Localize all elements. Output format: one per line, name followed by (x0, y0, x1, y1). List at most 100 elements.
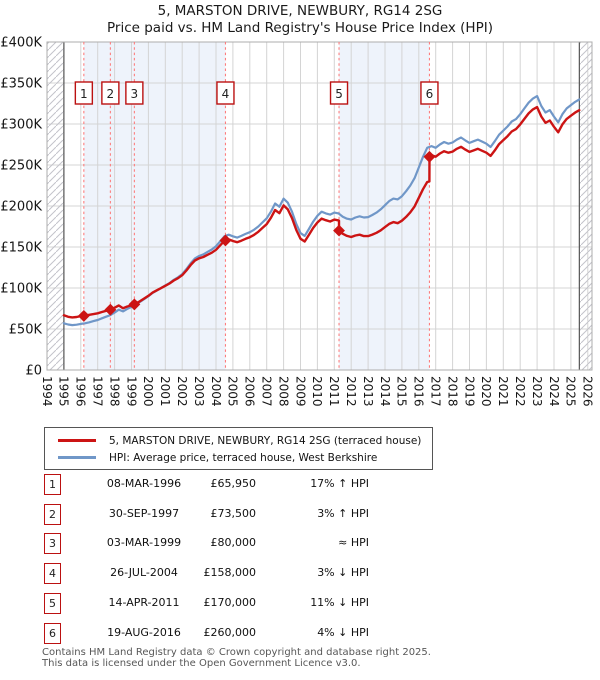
x-axis-label: 2016 (412, 376, 426, 407)
sale-date: 19-AUG-2016 (107, 625, 181, 639)
sale-price: £158,000 (203, 566, 257, 580)
sale-number: 1 (80, 87, 88, 101)
price-chart: 1 2 3 4 5 6 £0 £50K £100K £150K £200K £250K £300K £35… (0, 36, 595, 407)
plot-border (46, 41, 593, 371)
x-axis-label: 2017 (429, 376, 443, 407)
sale-price: £65,950 (210, 477, 257, 490)
sale-number-box (420, 81, 439, 105)
x-axis-label: 2005 (226, 376, 240, 407)
x-axis-label: 2009 (293, 376, 307, 407)
row-number-badge: 5 (44, 592, 61, 614)
no-data-hatch (47, 42, 64, 370)
sale-number-box (329, 81, 349, 105)
x-axis-label: 2026 (581, 376, 595, 407)
row-number-badge: 6 (44, 622, 61, 644)
sale-price: £80,000 (210, 536, 257, 550)
y-axis-label: £400K (0, 36, 42, 51)
x-axis-label: 2020 (479, 376, 493, 407)
x-axis-label: 1995 (57, 376, 71, 407)
sale-number: 3 (131, 87, 139, 101)
row-number-badge: 2 (44, 503, 61, 525)
x-axis-label: 2023 (530, 376, 544, 407)
table-row: 1 08-MAR-1996 £65,950 17% ↑ HPI (44, 474, 384, 498)
row-number-badge: 1 (44, 474, 61, 495)
sale-date: 14-APR-2011 (108, 595, 180, 609)
legend-label: HPI: Average price, terraced house, West… (109, 451, 378, 464)
x-axis-label: 2018 (445, 376, 459, 407)
footer-line1: Contains HM Land Registry data © Crown c… (42, 647, 431, 658)
x-axis-label: 1994 (40, 376, 54, 407)
x-axis-label: 2004 (209, 376, 223, 407)
x-axis-label: 1997 (90, 376, 104, 407)
x-axis-label: 2006 (243, 376, 257, 407)
sale-marker (104, 303, 117, 316)
x-axis-label: 2013 (361, 376, 375, 407)
y-axis-label: £200K (0, 200, 42, 215)
sale-date: 08-MAR-1996 (106, 477, 182, 490)
y-axis-label: £0 (25, 364, 42, 379)
x-axis-label: 1998 (107, 376, 121, 407)
table-row: 5 14-APR-2011 £170,000 11% ↓ HPI (44, 592, 384, 617)
sale-date: 03-MAR-1999 (106, 536, 182, 550)
sale-number: 6 (426, 87, 434, 101)
x-axis-label: 2015 (395, 376, 409, 407)
y-axis-label: £300K (0, 118, 42, 133)
table-row: 2 30-SEP-1997 £73,500 3% ↑ HPI (44, 503, 384, 528)
table-row: 4 26-JUL-2004 £158,000 3% ↓ HPI (44, 563, 384, 587)
x-axis-label: 2021 (496, 376, 510, 407)
no-data-hatch (579, 42, 593, 370)
table-row: 6 19-AUG-2016 £260,000 4% ↓ HPI (44, 622, 384, 647)
sale-price: £260,000 (203, 625, 257, 639)
legend-item-hpi: HPI: Average price, terraced house, West… (45, 449, 432, 466)
legend-box: 5, MARSTON DRIVE, NEWBURY, RG14 2SG (ter… (44, 427, 433, 470)
y-axis-label: £250K (0, 159, 42, 174)
sale-number-box (216, 81, 235, 105)
row-number-badge: 4 (44, 563, 61, 585)
legend-line-swatch (58, 456, 96, 459)
x-axis-label: 1999 (124, 376, 138, 407)
y-axis-label: £150K (0, 241, 42, 256)
sale-price: £170,000 (203, 595, 257, 609)
footer-line2: This data is licensed under the Open Gov… (42, 657, 361, 669)
sale-number: 2 (107, 87, 115, 101)
y-axis-label: £100K (0, 282, 42, 297)
sale-number-box (74, 81, 94, 105)
hpi-comparison: 4% ↓ HPI (317, 625, 369, 639)
sale-date: 26-JUL-2004 (110, 566, 178, 580)
x-axis-label: 2022 (513, 376, 527, 407)
x-axis-label: 1996 (74, 376, 88, 407)
x-axis-label: 2003 (192, 376, 206, 407)
row-number-badge: 3 (44, 533, 61, 555)
table-row: 3 03-MAR-1999 £80,000 ≈ HPI (44, 533, 384, 557)
sale-number-box (125, 81, 144, 105)
page-title: 5, MARSTON DRIVE, NEWBURY, RG14 2SG (157, 3, 443, 19)
hpi-comparison: 11% ↓ HPI (310, 595, 369, 609)
x-axis-label: 2008 (276, 376, 290, 407)
y-axis-label: £350K (0, 77, 42, 92)
sale-price: £73,500 (210, 506, 257, 520)
x-axis-label: 2010 (310, 376, 324, 407)
x-axis-label: 2024 (547, 376, 561, 407)
x-axis-label: 2012 (344, 376, 358, 407)
legend-line-swatch (58, 439, 96, 442)
y-axis-label: £50K (9, 323, 43, 338)
hpi-comparison: 17% ↑ HPI (310, 477, 369, 490)
x-axis-label: 2000 (141, 376, 155, 407)
x-axis-label: 2007 (260, 376, 274, 407)
sale-number: 4 (222, 87, 230, 101)
hpi-comparison: 3% ↑ HPI (317, 506, 369, 520)
x-axis-label: 2019 (462, 376, 476, 407)
footer: Contains HM Land Registry data © Crown c… (42, 647, 431, 669)
legend-label: 5, MARSTON DRIVE, NEWBURY, RG14 2SG (ter… (109, 434, 422, 447)
x-axis-label: 2014 (378, 376, 392, 407)
sale-number: 5 (335, 87, 343, 101)
sale-date: 30-SEP-1997 (108, 506, 180, 520)
x-axis-label: 2002 (175, 376, 189, 407)
hpi-comparison: 3% ↓ HPI (317, 566, 369, 580)
x-axis-label: 2001 (158, 376, 172, 407)
hpi-comparison: ≈ HPI (338, 536, 369, 550)
x-axis-label: 2011 (327, 376, 341, 407)
legend-item-property: 5, MARSTON DRIVE, NEWBURY, RG14 2SG (ter… (45, 432, 432, 449)
x-axis-label: 2025 (564, 376, 578, 407)
